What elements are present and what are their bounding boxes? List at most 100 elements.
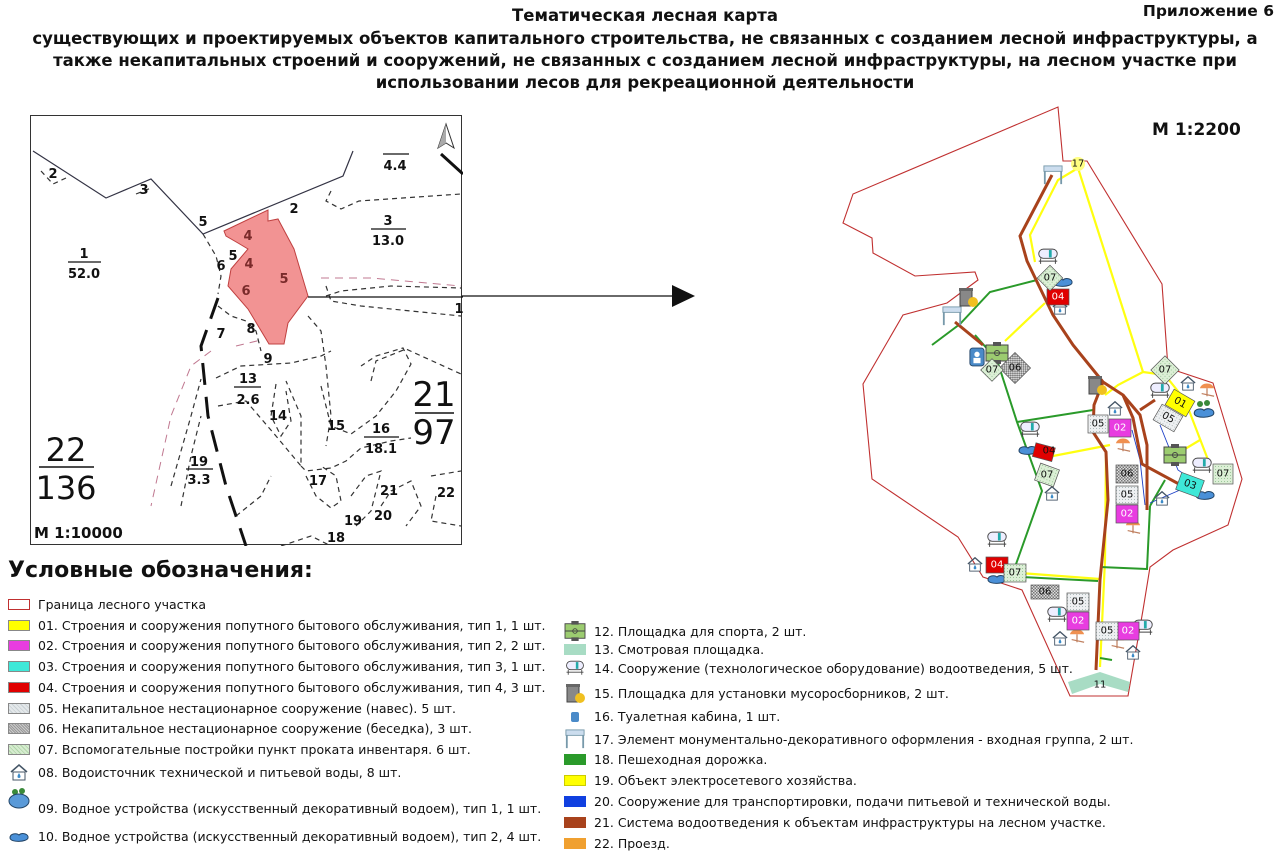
legend-item-20: 20. Сооружение для транспортировки, пода… [564,794,1111,809]
legend-label: 06. Некапитальное нестационарное сооруже… [38,721,472,736]
tank-icon [1038,248,1058,265]
road-line-north [439,152,465,176]
legend-item-15: 15. Площадка для установки мусоросборник… [564,682,949,704]
trash-bin-icon [1087,375,1108,396]
arrowhead-icon [672,285,695,307]
legend-label: 20. Сооружение для транспортировки, пода… [594,794,1111,809]
compartment-label: 15 [327,419,345,434]
legend-item-22: 22. Проезд. [564,836,670,851]
toilet-icon [969,347,985,367]
tank-icon [987,531,1007,548]
marker-06: 06 [1030,584,1060,600]
fraction-label: 132.6 [234,372,261,408]
legend-item-05: 05. Некапитальное нестационарное сооруже… [8,701,456,716]
swatch [8,703,30,714]
parasol-icon [1115,437,1131,452]
forest-plot-boundary [842,106,1243,697]
svg-text:04: 04 [991,560,1004,571]
legend-label: 13. Смотровая площадка. [594,642,765,657]
svg-text:07: 07 [986,365,999,376]
decorative-pond-icon [8,788,30,809]
entrance-gate-icon [1042,165,1064,185]
marker-07: 07 [1036,264,1064,292]
compartment-label: 2 [48,167,57,182]
water-source-icon [967,557,983,572]
compartment-label: 8 [246,322,255,337]
legend-item-07: 07. Вспомогательные постройки пункт прок… [8,742,471,757]
compartment-label: 6 [216,259,225,274]
svg-text:07: 07 [1217,469,1230,480]
svg-text:06: 06 [1121,469,1134,480]
tank-icon [1047,606,1067,623]
pond-icon [8,830,30,844]
marker-04: 04 [985,556,1009,574]
swatch [564,775,586,786]
detail-map: 01 02 02 02 02 03 04 04 04 05 05 05 05 0… [842,106,1243,697]
fraction-label: 4.4 [383,153,409,174]
compartment-label: 5 [279,272,288,287]
legend-item-01: 01. Строения и сооружения попутного быто… [8,618,546,633]
water-source-icon [1044,486,1060,501]
tank-icon [1192,457,1212,474]
forest-plot-highlight [223,209,309,345]
sport-field-icon [1163,444,1187,466]
water-source-icon [1180,376,1196,391]
water-source-icon [1125,645,1141,660]
marker-04: 04 [1031,442,1056,462]
legend-label: 10. Водное устройства (искусственный дек… [38,829,542,844]
legend-label: 21. Система водоотведения к объектам инф… [594,815,1106,830]
legend-title: Условные обозначения: [8,558,313,583]
legend-label: 15. Площадка для установки мусоросборник… [594,685,949,701]
compartment-label: 20 [374,509,392,524]
marker-05: 05 [1152,403,1184,433]
compartment-label: 9 [263,352,272,367]
svg-text:136: 136 [35,469,96,507]
svg-text:05: 05 [1092,419,1105,430]
svg-text:07: 07 [1009,568,1022,579]
svg-text:18.1: 18.1 [365,442,397,457]
water-source-icon [1052,631,1068,646]
svg-text:04: 04 [1043,446,1056,457]
legend-label: Граница лесного участка [38,597,207,612]
svg-text:06: 06 [1009,363,1022,374]
swatch [8,620,30,631]
toilet-icon [571,711,579,722]
compartment-boundaries [40,170,462,547]
swatch [564,838,586,849]
legend-item-03: 03. Строения и сооружения попутного быто… [8,659,546,674]
compartment-label: 19 [344,514,362,529]
legend-item-10: 10. Водное устройства (искусственный дек… [8,829,541,844]
swatch [8,661,30,672]
compartment-label: 5 [228,249,237,264]
quarter-boundary [150,277,462,507]
compartment-label: 18 [327,531,345,546]
legend-item-02: 02. Строения и сооружения попутного быто… [8,638,546,653]
svg-text:02: 02 [1072,616,1085,627]
compartment-label: 4 [244,257,253,272]
svg-text:02: 02 [1121,509,1134,520]
swatch [8,599,30,610]
site-boundary-outline [32,150,354,235]
pond-icon [987,575,1007,584]
water-source-icon [8,763,30,781]
svg-text:11: 11 [1094,680,1107,691]
compartment-label: 4 [243,229,252,244]
svg-text:05: 05 [1072,597,1085,608]
map-title: Тематическая лесная карта [512,6,778,25]
compartment-label: 1 [454,302,463,317]
swatch [564,796,586,807]
north-arrow-icon [437,122,455,150]
svg-text:07: 07 [1159,365,1172,376]
water-source-icon [1107,401,1123,416]
legend-label: 14. Сооружение (технологическое оборудов… [594,660,1073,676]
overview-map: 2 3 5 2 4 5 6 4 5 6 7 8 9 14 15 17 21 20… [30,115,465,547]
map-subtitle-line-2: также некапитальных строений и сооружени… [53,51,1237,70]
svg-text:13.0: 13.0 [372,234,404,249]
swatch [8,682,30,693]
legend-item-06: 06. Некапитальное нестационарное сооруже… [8,721,472,736]
compartment-label: 2 [289,202,298,217]
marker-07: 07 [1212,463,1234,485]
compartment-label: 17 [309,474,327,489]
